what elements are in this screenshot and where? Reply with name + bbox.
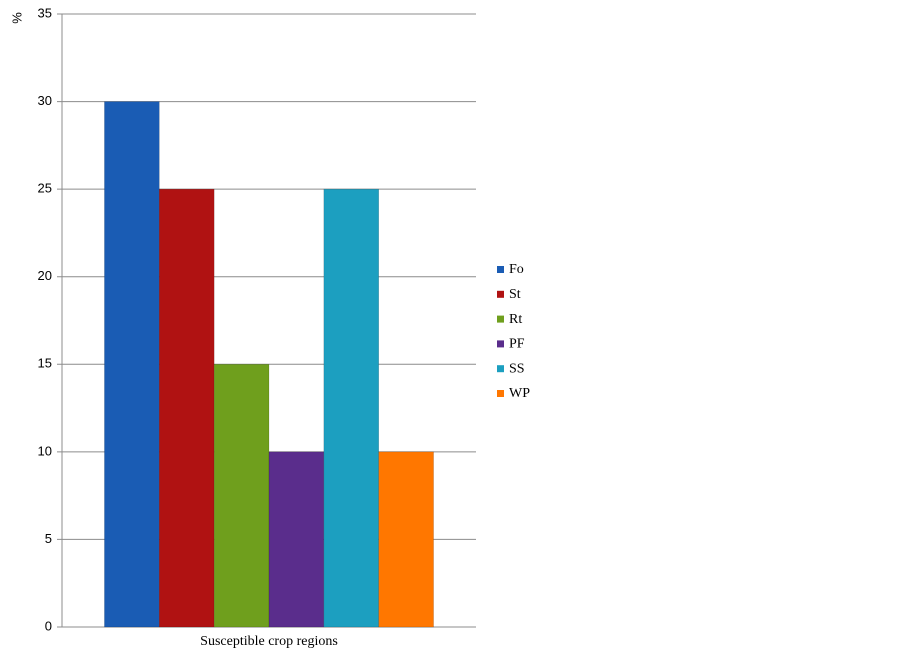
bar xyxy=(159,188,215,628)
y-axis-label: % xyxy=(9,12,24,24)
bar xyxy=(104,101,160,628)
y-tick-label: 20 xyxy=(38,268,52,283)
y-tick-label: 35 xyxy=(38,5,52,20)
bar xyxy=(378,451,434,628)
legend-swatch xyxy=(497,365,504,373)
y-tick-label: 5 xyxy=(45,531,52,546)
y-tick-label: 10 xyxy=(38,443,52,458)
legend-swatch xyxy=(497,315,504,323)
y-tick-label: 15 xyxy=(38,356,52,371)
legend-label: Fo xyxy=(509,262,524,277)
legend-swatch xyxy=(497,290,504,298)
legend-label: SS xyxy=(509,361,525,376)
legend-label: PF xyxy=(509,337,525,352)
bar xyxy=(268,451,325,628)
legend-swatch xyxy=(497,390,504,397)
bar xyxy=(213,364,270,628)
bar xyxy=(323,188,379,628)
legend-label: WP xyxy=(509,386,530,401)
x-tick-label: Susceptible crop regions xyxy=(200,634,338,649)
legend-swatch xyxy=(497,266,504,273)
y-tick-label: 25 xyxy=(38,181,52,196)
y-tick-label: 30 xyxy=(38,93,52,108)
y-tick-label: 0 xyxy=(45,618,52,633)
legend-label: St xyxy=(509,287,521,302)
legend-swatch xyxy=(497,340,504,348)
legend-label: Rt xyxy=(509,312,522,327)
